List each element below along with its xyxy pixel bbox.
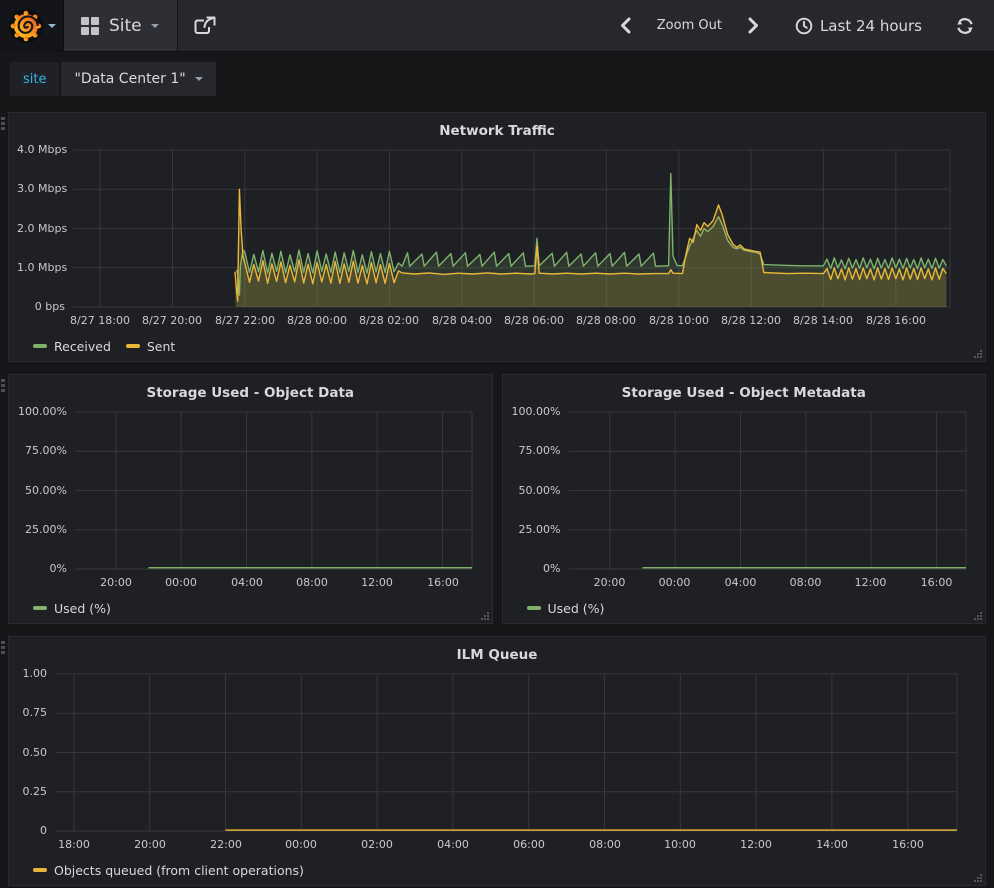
legend-series-marker — [33, 344, 47, 348]
y-axis-tick-label: 1.00 — [17, 667, 47, 680]
panel-network-traffic: Network Traffic 0 bps 1.0 Mbps 2.0 Mbps 3.0… — [8, 112, 986, 362]
chart-legend: Used (%) — [511, 595, 978, 621]
legend-item[interactable]: Used (%) — [527, 601, 605, 616]
y-axis-tick-label: 1.0 Mbps — [17, 261, 65, 274]
chart-legend: Objects queued (from client operations) — [17, 857, 977, 883]
y-axis-tick-label: 0.50 — [17, 746, 47, 759]
navbar-spacer — [232, 0, 612, 51]
chart-canvas[interactable] — [17, 144, 977, 333]
row-drag-handle[interactable] — [1, 379, 5, 394]
variable-label-site[interactable]: site — [10, 62, 59, 96]
chevron-down-icon — [195, 77, 203, 81]
panel-storage-object-metadata: Storage Used - Object Metadata 0% 25.00% 5… — [502, 374, 987, 624]
y-axis-tick-label: 0 bps — [17, 300, 65, 313]
chevron-left-icon — [620, 17, 631, 34]
y-axis-tick-label: 3.0 Mbps — [17, 182, 65, 195]
time-range-label: Last 24 hours — [820, 17, 922, 35]
chevron-right-icon — [748, 17, 759, 34]
dashboard-grid: Network Traffic 0 bps 1.0 Mbps 2.0 Mbps 3.0… — [0, 112, 994, 886]
share-icon — [194, 16, 216, 35]
y-axis-tick-label: 75.00% — [511, 444, 561, 457]
grafana-logo-icon — [8, 8, 44, 44]
y-axis-tick-label: 2.0 Mbps — [17, 222, 65, 235]
legend-series-marker — [126, 344, 140, 348]
panel-ilm-queue: ILM Queue 00.250.500.751.0018:0020:0022:… — [8, 636, 986, 886]
legend-series-marker — [33, 606, 47, 610]
ilm-queue-chart[interactable]: 00.250.500.751.0018:0020:0022:0000:0002:… — [17, 668, 977, 857]
dashboard-row: Network Traffic 0 bps 1.0 Mbps 2.0 Mbps 3.0… — [8, 112, 986, 362]
panel-title[interactable]: Storage Used - Object Metadata — [511, 380, 978, 406]
dashboard-row: Storage Used - Object Data 0% 25.00% 50.00… — [8, 374, 986, 624]
chevron-down-icon — [48, 24, 56, 28]
top-navbar: Site Zoom Out Last 24 hours — [0, 0, 994, 52]
y-axis-tick-label: 0.75 — [17, 706, 47, 719]
chart-canvas[interactable] — [17, 406, 484, 595]
variable-value-dropdown[interactable]: "Data Center 1" — [61, 62, 215, 96]
y-axis-tick-label: 25.00% — [511, 523, 561, 536]
panel-storage-object-data: Storage Used - Object Data 0% 25.00% 50.00… — [8, 374, 493, 624]
grafana-menu-button[interactable] — [0, 0, 64, 51]
chart-legend: Used (%) — [17, 595, 484, 621]
refresh-icon — [956, 17, 974, 35]
y-axis-tick-label: 25.00% — [17, 523, 67, 536]
panel-title[interactable]: Storage Used - Object Data — [17, 380, 484, 406]
legend-item[interactable]: Sent — [126, 339, 175, 354]
y-axis-tick-label: 100.00% — [17, 405, 67, 418]
y-axis-tick-label: 0% — [511, 562, 561, 575]
navbar-right-controls: Zoom Out Last 24 hours — [612, 0, 994, 51]
chevron-down-icon — [151, 24, 159, 28]
network-traffic-chart[interactable]: 0 bps 1.0 Mbps 2.0 Mbps 3.0 Mbps 4.0 Mbps 8/2… — [17, 144, 977, 333]
legend-item[interactable]: Objects queued (from client operations) — [33, 863, 304, 878]
y-axis-tick-label: 50.00% — [17, 484, 67, 497]
time-shift-back-button[interactable] — [612, 17, 639, 34]
template-variable-row: site "Data Center 1" — [0, 52, 994, 112]
y-axis-tick-label: 0 — [17, 824, 47, 837]
y-axis-tick-label: 4.0 Mbps — [17, 143, 65, 156]
x-axis-tick-label: 16:00 — [892, 576, 982, 589]
variable-value-text: "Data Center 1" — [74, 71, 185, 87]
y-axis-tick-label: 75.00% — [17, 444, 67, 457]
y-axis-tick-label: 0% — [17, 562, 67, 575]
share-dashboard-button[interactable] — [178, 0, 232, 51]
y-axis-tick-label: 50.00% — [511, 484, 561, 497]
panel-resize-handle[interactable] — [973, 349, 983, 359]
row-drag-handle[interactable] — [1, 117, 5, 132]
legend-item[interactable]: Used (%) — [33, 601, 111, 616]
x-axis-tick-label: 8/28 16:00 — [851, 314, 941, 327]
legend-item[interactable]: Received — [33, 339, 111, 354]
time-shift-forward-button[interactable] — [740, 17, 767, 34]
row-drag-handle[interactable] — [1, 641, 5, 656]
legend-series-marker — [527, 606, 541, 610]
x-axis-tick-label: 16:00 — [398, 576, 488, 589]
chart-canvas[interactable] — [511, 406, 978, 595]
panel-resize-handle[interactable] — [973, 611, 983, 621]
grid-icon — [80, 16, 100, 36]
legend-series-marker — [33, 868, 47, 872]
panel-resize-handle[interactable] — [480, 611, 490, 621]
zoom-out-button[interactable]: Zoom Out — [645, 18, 734, 33]
dashboard-row: ILM Queue 00.250.500.751.0018:0020:0022:… — [8, 636, 986, 886]
panel-title[interactable]: ILM Queue — [17, 642, 977, 668]
chart-legend: Received Sent — [17, 333, 977, 359]
clock-icon — [795, 17, 813, 35]
x-axis-tick-label: 16:00 — [863, 838, 953, 851]
refresh-button[interactable] — [942, 17, 980, 35]
panel-title[interactable]: Network Traffic — [17, 118, 977, 144]
y-axis-tick-label: 0.25 — [17, 785, 47, 798]
chart-canvas[interactable] — [17, 668, 977, 857]
dashboard-picker-button[interactable]: Site — [64, 0, 178, 51]
y-axis-tick-label: 100.00% — [511, 405, 561, 418]
dashboard-title: Site — [109, 16, 142, 36]
time-range-picker[interactable]: Last 24 hours — [773, 17, 936, 35]
storage-object-data-chart[interactable]: 0%25.00%50.00%75.00%100.00%20:0000:0004:… — [17, 406, 484, 595]
storage-object-metadata-chart[interactable]: 0%25.00%50.00%75.00%100.00%20:0000:0004:… — [511, 406, 978, 595]
panel-resize-handle[interactable] — [973, 873, 983, 883]
